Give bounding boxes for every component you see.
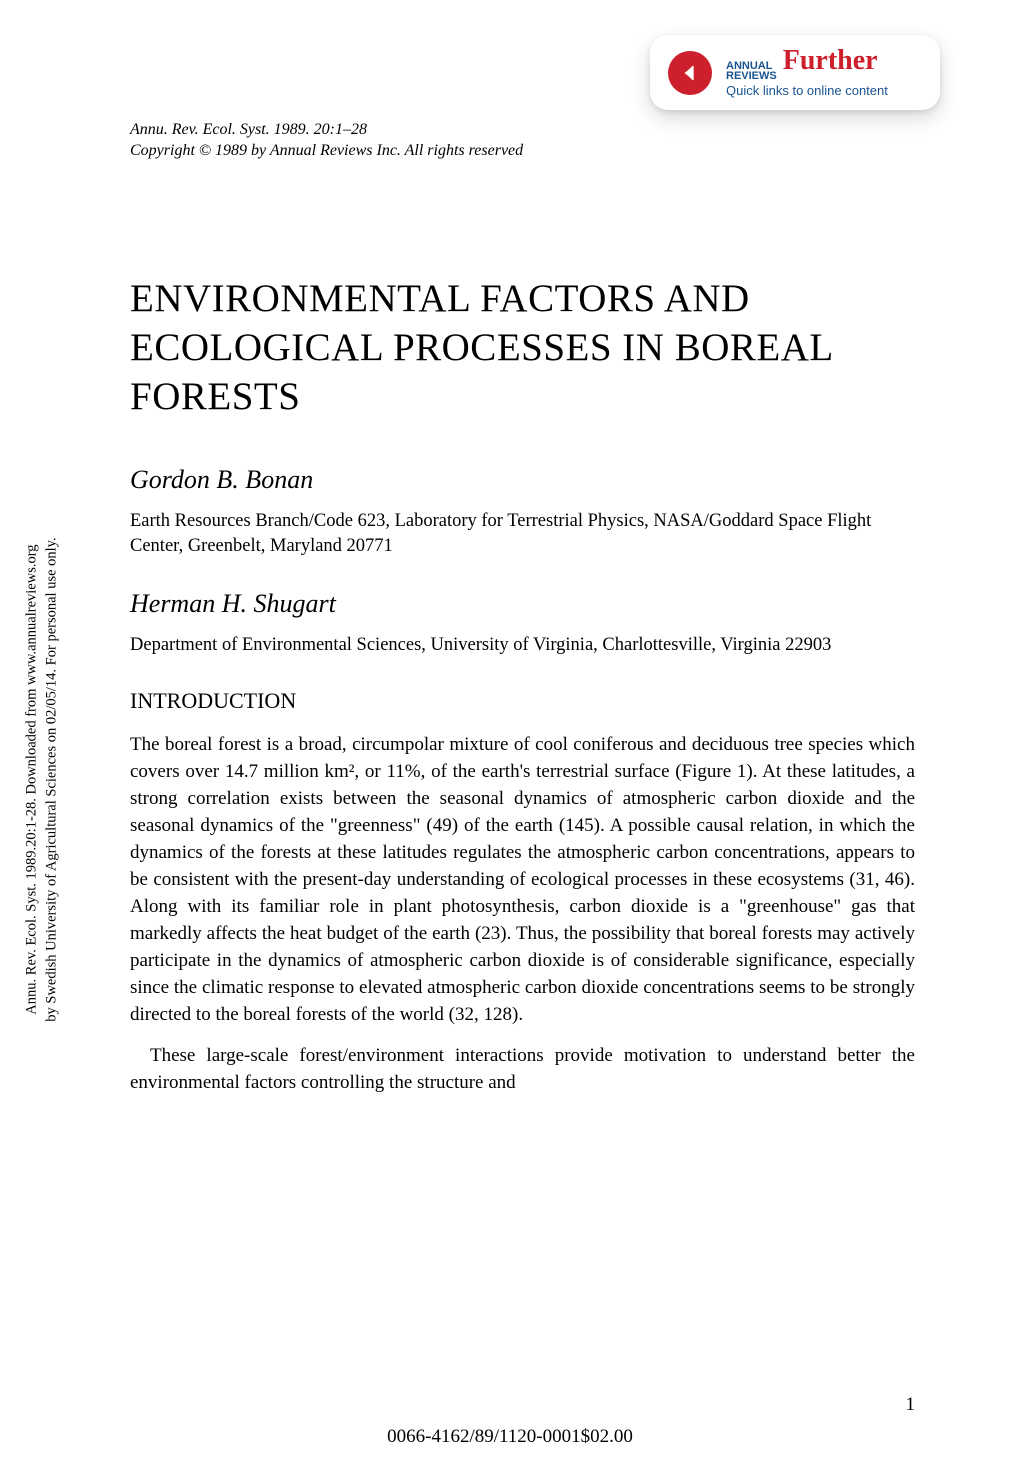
badge-subtitle[interactable]: Quick links to online content (726, 84, 888, 98)
sidebar-line1: Annu. Rev. Ecol. Syst. 1989.20:1-28. Dow… (22, 537, 42, 1021)
author-name-1: Gordon B. Bonan (130, 465, 915, 495)
page-number: 1 (906, 1394, 916, 1416)
citation-line: Annu. Rev. Ecol. Syst. 1989. 20:1–28 (130, 120, 523, 141)
badge-title-row: ANNUAL REVIEWS Further (726, 46, 888, 82)
paragraph-2: These large-scale forest/environment int… (130, 1043, 915, 1097)
author-affiliation-2: Department of Environmental Sciences, Un… (130, 633, 915, 658)
badge-text-group: ANNUAL REVIEWS Further Quick links to on… (726, 46, 888, 98)
back-arrow-icon[interactable] (668, 51, 712, 95)
author-affiliation-1: Earth Resources Branch/Code 623, Laborat… (130, 509, 915, 559)
badge-further-text: Further (783, 46, 878, 77)
header-metadata: Annu. Rev. Ecol. Syst. 1989. 20:1–28 Cop… (130, 120, 523, 162)
badge-annual-line2: REVIEWS (726, 72, 777, 82)
footer-article-code: 0066-4162/89/1120-0001$02.00 (387, 1426, 633, 1448)
annual-reviews-badge[interactable]: ANNUAL REVIEWS Further Quick links to on… (650, 35, 940, 110)
main-content: ENVIRONMENTAL FACTORS AND ECOLOGICAL PRO… (130, 275, 915, 1111)
section-heading-introduction: INTRODUCTION (130, 688, 915, 714)
article-title: ENVIRONMENTAL FACTORS AND ECOLOGICAL PRO… (130, 275, 915, 421)
badge-annual-reviews: ANNUAL REVIEWS (726, 62, 777, 82)
sidebar-line2: by Swedish University of Agricultural Sc… (42, 537, 62, 1021)
copyright-line: Copyright © 1989 by Annual Reviews Inc. … (130, 141, 523, 162)
paragraph-1: The boreal forest is a broad, circumpola… (130, 732, 915, 1029)
author-name-2: Herman H. Shugart (130, 589, 915, 619)
